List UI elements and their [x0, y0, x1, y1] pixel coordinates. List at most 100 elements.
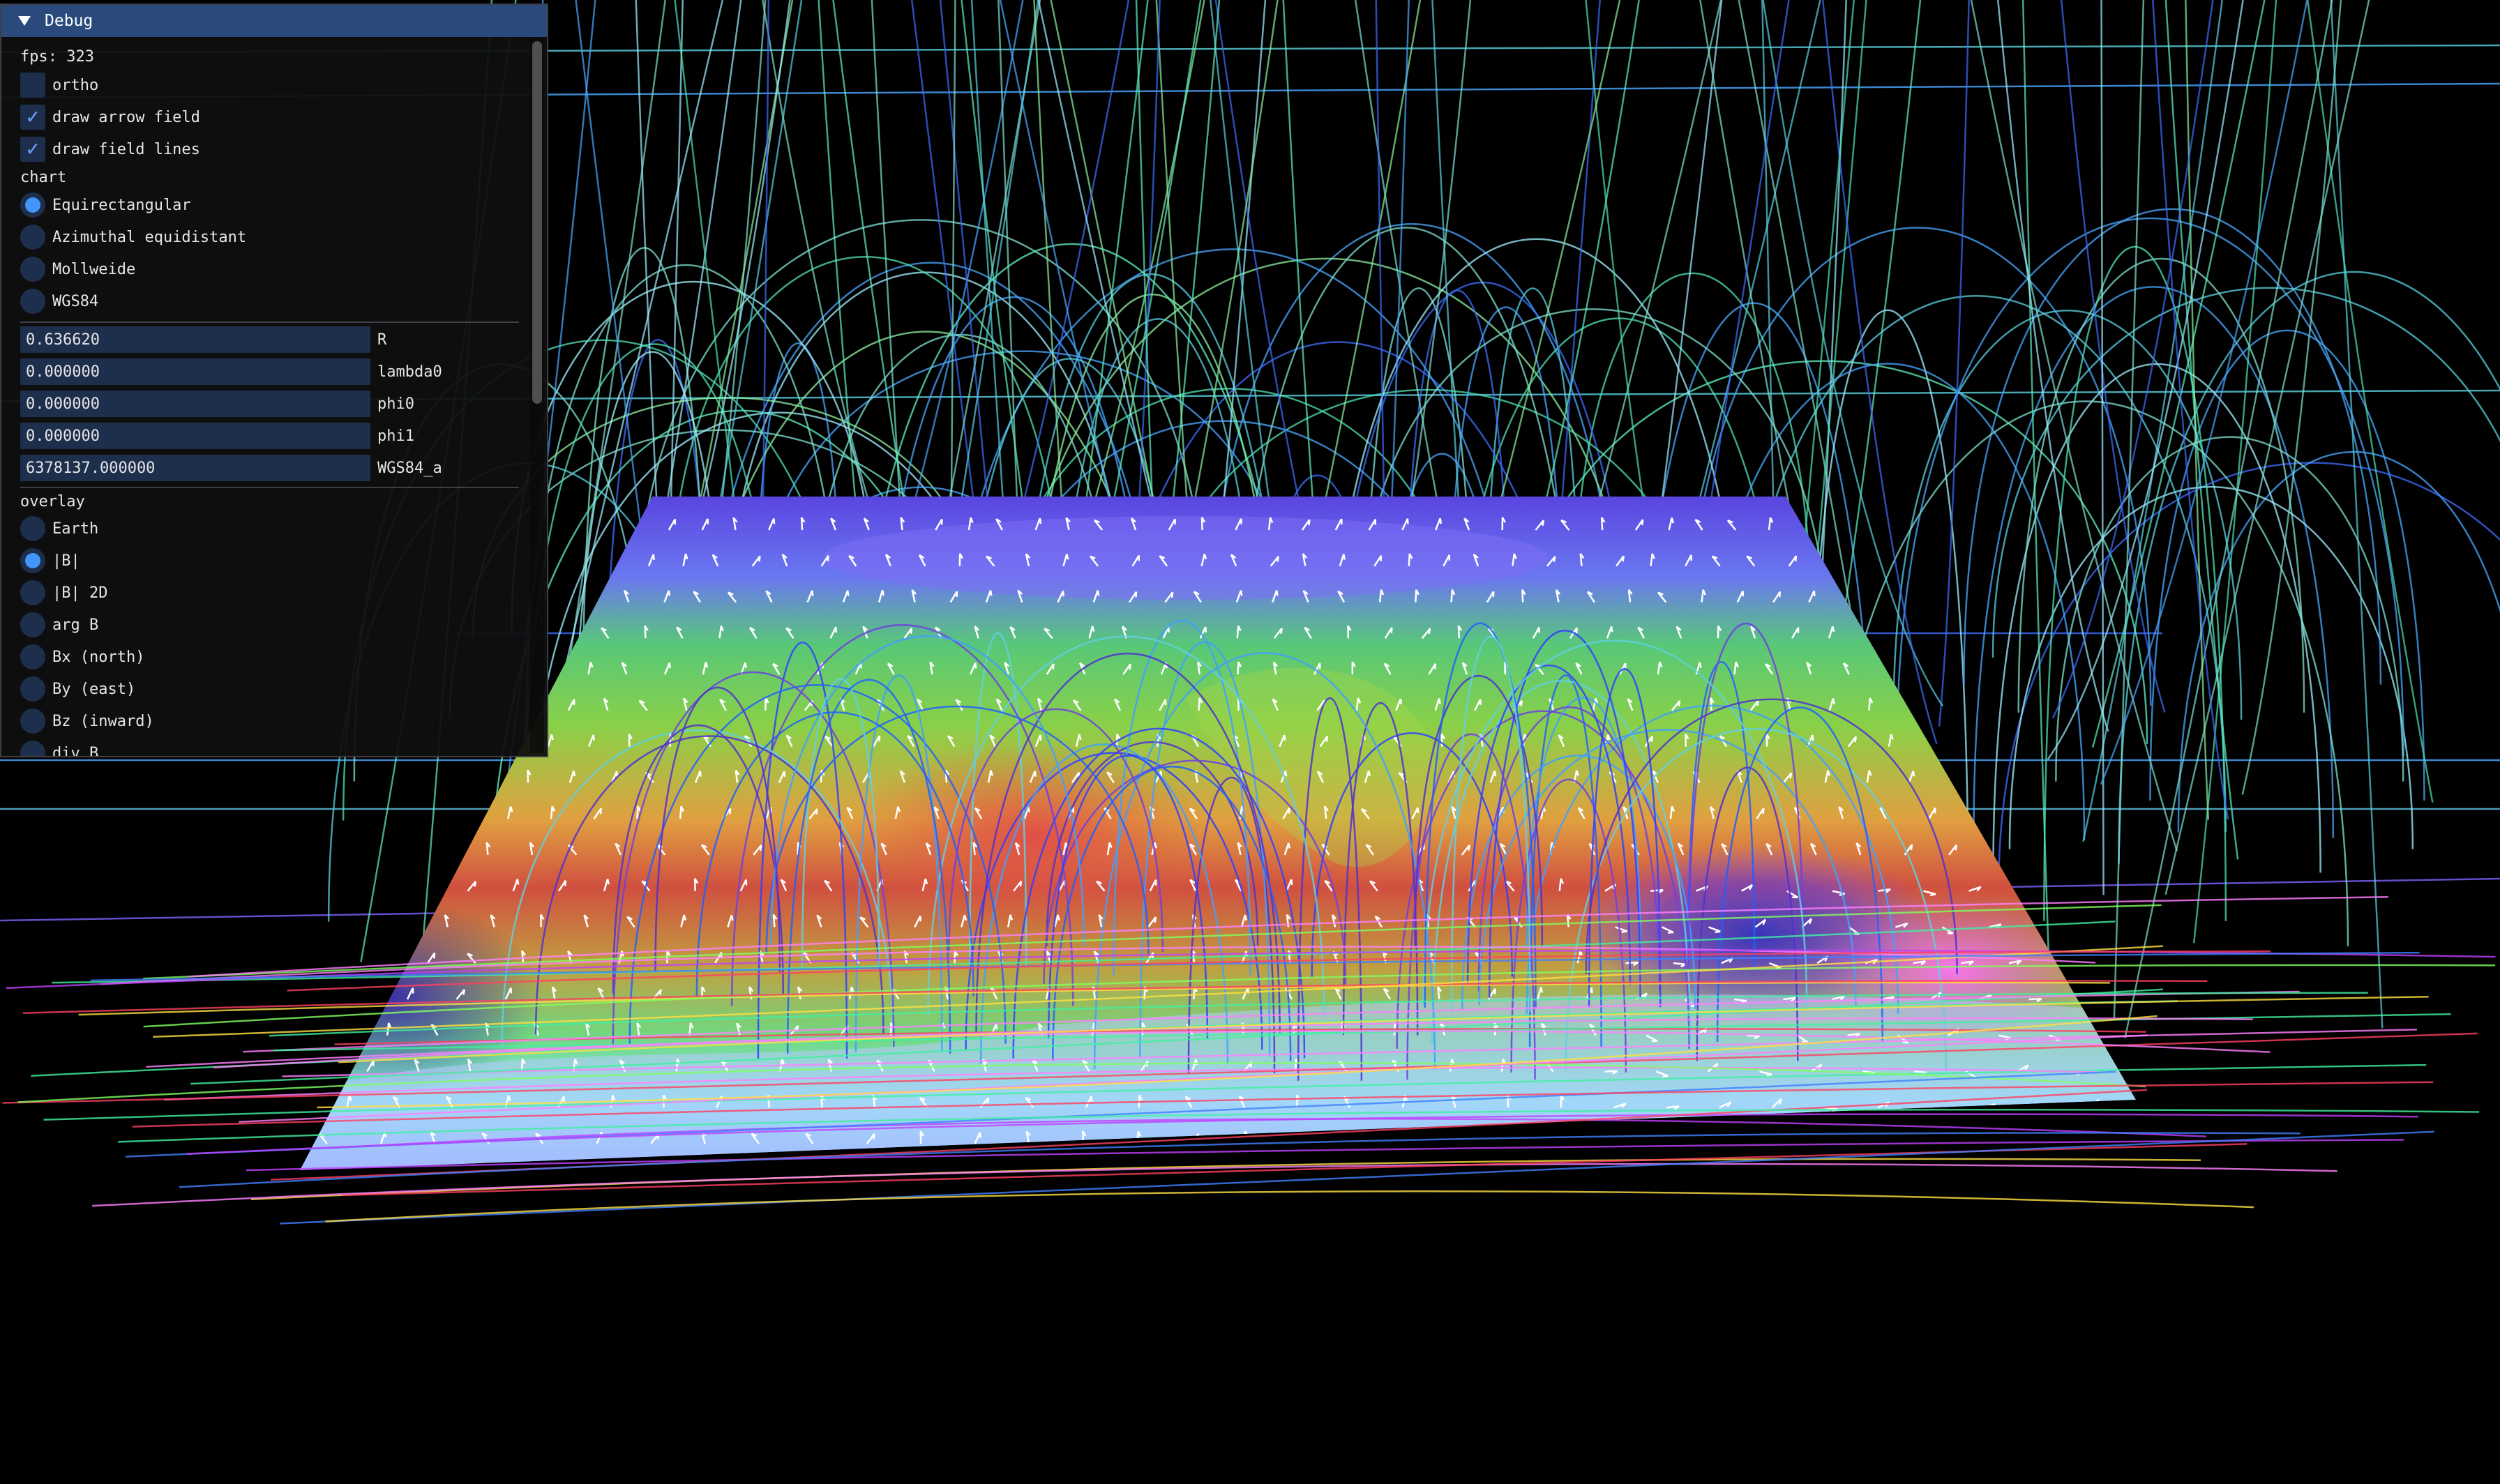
check-icon[interactable]: ✓	[20, 137, 45, 162]
ortho-checkbox[interactable]: ortho	[20, 70, 519, 100]
chart-radio-equirectangular[interactable]: Equirectangular	[20, 190, 519, 220]
arrow	[1796, 1034, 1809, 1043]
radio-icon[interactable]	[20, 289, 45, 314]
arrow-head	[567, 950, 573, 956]
arrow-head	[876, 699, 882, 704]
radio-dot-icon[interactable]	[20, 192, 45, 218]
arrow	[820, 770, 823, 783]
param-r[interactable]: 0.636620 R	[20, 324, 519, 355]
arrow-head	[1415, 589, 1420, 596]
arrow-head	[1096, 880, 1102, 884]
arrow-head	[1025, 1130, 1031, 1137]
arrow	[1754, 918, 1766, 928]
arrow-head	[824, 735, 831, 740]
arrow-head	[815, 808, 818, 815]
radio-dot-icon[interactable]	[20, 548, 45, 573]
draw-arrow-field-checkbox[interactable]: ✓ draw arrow field	[20, 102, 519, 132]
overlay-radio-bz-inward[interactable]: Bz (inward)	[20, 706, 519, 736]
arrow-head	[1575, 628, 1578, 634]
wgs84-a-input[interactable]: 6378137.000000	[20, 455, 370, 481]
param-phi1[interactable]: 0.000000 phi1	[20, 421, 519, 451]
arrow-head	[626, 916, 633, 921]
radio-icon[interactable]	[20, 612, 45, 637]
arrow-head	[1779, 1098, 1782, 1105]
arrow	[1197, 662, 1201, 675]
arrow-head	[1205, 626, 1207, 633]
arrow-head	[467, 953, 473, 957]
field-line	[1687, 660, 1756, 970]
separator	[20, 487, 519, 488]
arrow	[1037, 698, 1042, 711]
scrollbar-thumb[interactable]	[532, 41, 542, 404]
arrow	[506, 806, 512, 819]
debug-title-bar[interactable]: Debug	[1, 5, 547, 37]
radio-icon[interactable]	[20, 644, 45, 669]
arrow	[1711, 555, 1721, 567]
overlay-radio-earth[interactable]: Earth	[20, 513, 519, 544]
check-icon[interactable]: ✓	[20, 105, 45, 130]
arrow-head	[1159, 555, 1166, 559]
phi1-input[interactable]: 0.000000	[20, 423, 370, 449]
overlay-radio-arg-b[interactable]: arg B	[20, 610, 519, 640]
arrow	[1331, 914, 1336, 927]
arrow-head	[1094, 519, 1100, 524]
arrow	[1242, 987, 1249, 1000]
arrow	[1236, 626, 1240, 639]
arrow	[1088, 626, 1094, 639]
radio-icon[interactable]	[20, 516, 45, 541]
checkbox-box[interactable]	[20, 73, 45, 98]
arrow	[701, 518, 709, 531]
radio-icon[interactable]	[20, 580, 45, 605]
arrow-head	[1324, 805, 1329, 812]
arrow-head	[683, 697, 688, 704]
radio-icon[interactable]	[20, 676, 45, 702]
arrow-head	[644, 625, 649, 631]
overlay-radio-bx-north[interactable]: Bx (north)	[20, 642, 519, 672]
chart-radio-azimuthal-equidistant[interactable]: Azimuthal equidistant	[20, 222, 519, 252]
arrow-head	[521, 1058, 526, 1065]
chart-radio-wgs84[interactable]: WGS84	[20, 286, 519, 317]
param-label: phi0	[377, 395, 414, 413]
arrow-head	[1170, 591, 1174, 598]
r-input[interactable]: 0.636620	[20, 326, 370, 353]
arrow	[1235, 590, 1242, 603]
debug-window[interactable]: Debug fps: 323 ortho ✓ draw arrow field …	[0, 3, 548, 757]
lambda0-input[interactable]: 0.000000	[20, 358, 370, 385]
radio-icon[interactable]	[20, 709, 45, 734]
arrow	[736, 1022, 741, 1036]
arrow	[1895, 922, 1908, 928]
field-line	[1892, 310, 2243, 720]
arrow-head	[1062, 591, 1064, 597]
arrow	[1034, 517, 1041, 531]
radio-icon[interactable]	[20, 225, 45, 250]
arrow-head	[1576, 770, 1579, 776]
chart-radio-mollweide[interactable]: Mollweide	[20, 254, 519, 285]
radio-icon[interactable]	[20, 741, 45, 756]
arrow	[490, 914, 495, 927]
param-wgs84-a[interactable]: 6378137.000000 WGS84_a	[20, 453, 519, 483]
overlay-radio-by-east[interactable]: By (east)	[20, 674, 519, 704]
field-line	[92, 1163, 2337, 1207]
arrow	[628, 734, 631, 747]
arrow	[1058, 879, 1067, 892]
arrow	[1321, 844, 1330, 856]
overlay-radio-b-magnitude-2d[interactable]: |B| 2D	[20, 577, 519, 608]
param-phi0[interactable]: 0.000000 phi0	[20, 388, 519, 419]
arrow	[1721, 843, 1729, 856]
param-lambda0[interactable]: 0.000000 lambda0	[20, 356, 519, 387]
radio-icon[interactable]	[20, 257, 45, 282]
field-line	[2091, 0, 2266, 748]
overlay-radio-div-b[interactable]: div B	[20, 738, 519, 756]
arrow	[1701, 589, 1704, 603]
phi0-input[interactable]: 0.000000	[20, 391, 370, 417]
arrow	[1782, 772, 1793, 784]
arrow	[1075, 734, 1080, 747]
triangle-down-icon[interactable]	[18, 16, 31, 26]
draw-field-lines-checkbox[interactable]: ✓ draw field lines	[20, 134, 519, 165]
arrow-head	[1034, 771, 1037, 777]
overlay-radio-b-magnitude[interactable]: |B|	[20, 545, 519, 576]
arrow-head	[1632, 961, 1639, 967]
arrow-head	[446, 1096, 452, 1100]
arrow-head	[1332, 914, 1337, 920]
